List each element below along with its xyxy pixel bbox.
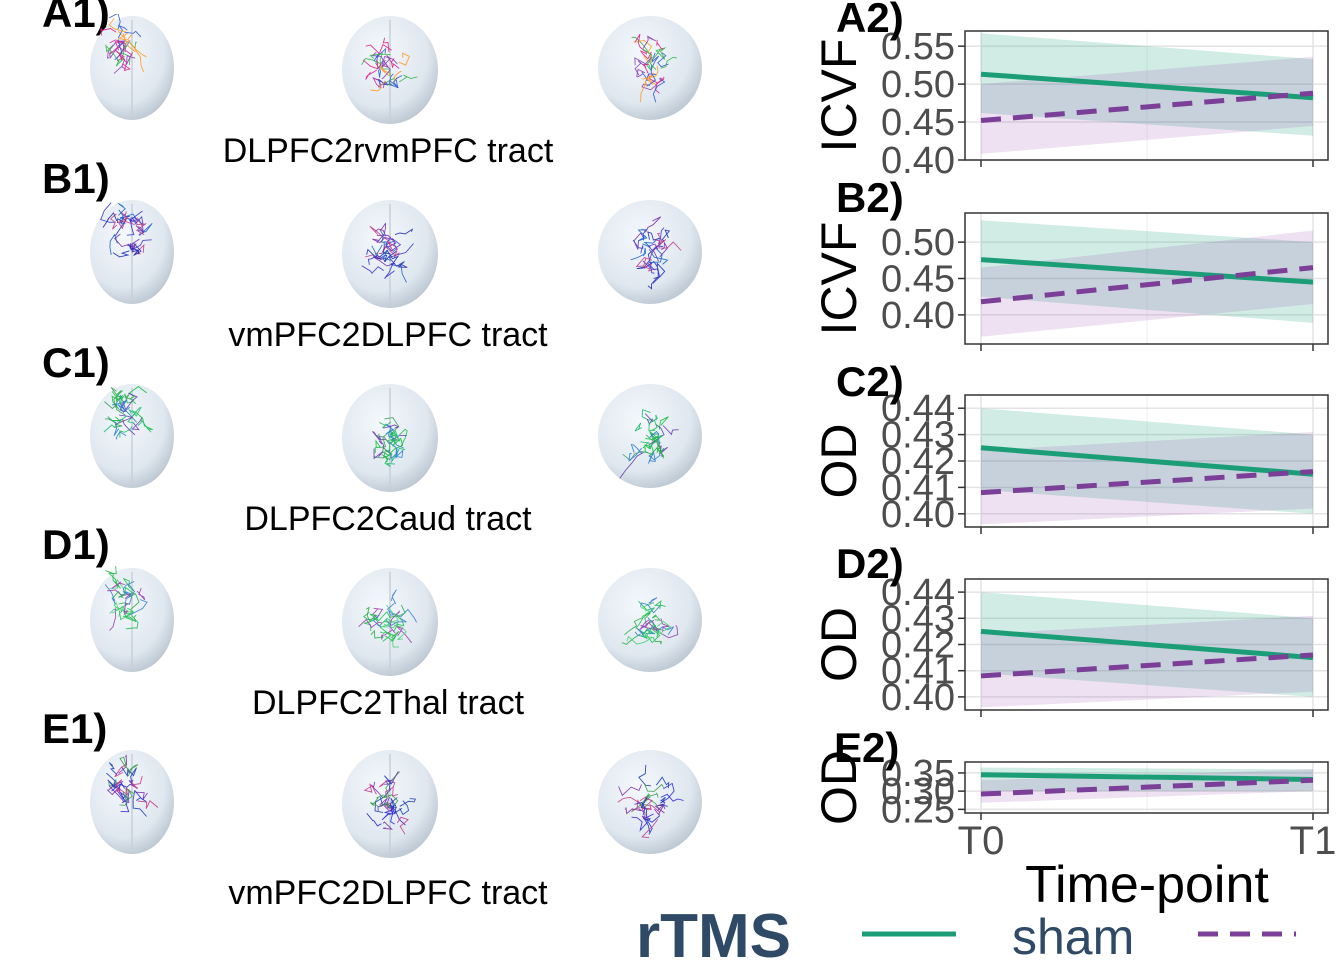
chart-panel-d2: 0.400.410.420.430.44 OD D2) — [811, 540, 1329, 719]
y-axis-label: OD — [811, 424, 867, 499]
legend-key-rtms — [862, 931, 956, 937]
y-tick-label: 0.50 — [881, 64, 955, 106]
y-tick-label: 0.42 — [881, 625, 955, 667]
series-line-rtms — [980, 772, 1314, 782]
legend-label-sham: sham — [1012, 909, 1135, 965]
y-tick-label: 0.40 — [881, 295, 955, 337]
legend-title: rTMS — [636, 902, 791, 971]
x-tick-label: T0 — [958, 819, 1005, 863]
panel-label-a1: A1) — [42, 0, 110, 36]
x-tick-label: T1 — [1290, 819, 1337, 863]
y-tick-label: 0.44 — [881, 388, 955, 430]
y-tick-label: 0.55 — [881, 26, 955, 68]
y-tick-label: 0.43 — [881, 415, 955, 457]
panel-label-e1: E1) — [42, 705, 108, 752]
y-tick-label: 0.41 — [881, 651, 955, 693]
brain-side-view — [598, 200, 702, 304]
plot-border — [964, 761, 1329, 814]
panel-label-d1: D1) — [42, 521, 110, 568]
series-line-rtms — [980, 445, 1314, 477]
y-tick-label: 0.25 — [881, 789, 955, 831]
y-axis-label: ICVF — [811, 39, 867, 153]
brain-front-view — [342, 750, 438, 858]
y-tick-label: 0.40 — [881, 140, 955, 182]
y-tick-label: 0.44 — [881, 572, 955, 614]
series-line-sham — [980, 652, 1314, 679]
tract-label-b: vmPFC2DLPFC tract — [228, 316, 548, 354]
panel-label-b2: B2) — [836, 174, 904, 221]
series-line-sham — [980, 265, 1314, 305]
series-line-rtms — [980, 628, 1314, 661]
series-line-sham — [980, 469, 1314, 496]
y-axis-label: OD — [811, 607, 867, 682]
series-line-sham — [980, 90, 1314, 124]
brain-front-view — [342, 384, 438, 492]
series-line-rtms — [980, 257, 1314, 285]
brain-side-view — [598, 568, 702, 672]
panel-label-d2: D2) — [836, 540, 904, 587]
y-tick-label: 0.40 — [881, 494, 955, 536]
panel-label-c2: C2) — [836, 358, 904, 405]
panel-label-c1: C1) — [42, 339, 110, 386]
panel-label-b1: B1) — [42, 155, 110, 202]
brain-top-view — [90, 384, 174, 488]
tract-label-a: DLPFC2rvmPFC tract — [222, 132, 554, 170]
plot-border — [964, 30, 1329, 161]
x-axis-label: Time-point — [1025, 856, 1269, 914]
panel-label-a2: A2) — [836, 0, 904, 41]
chart-panel-c2: 0.400.410.420.430.44 OD C2) — [811, 358, 1329, 536]
tract-label-d: DLPFC2Thal tract — [251, 684, 525, 722]
y-tick-label: 0.30 — [881, 771, 955, 813]
brain-front-view — [342, 16, 438, 124]
brain-side-view — [598, 384, 702, 488]
brain-top-view — [90, 14, 174, 120]
brain-front-view — [342, 200, 438, 308]
brain-side-view — [598, 750, 702, 854]
series-line-sham — [980, 777, 1314, 797]
y-tick-label: 0.40 — [881, 677, 955, 719]
tract-label-e: vmPFC2DLPFC tract — [228, 874, 548, 912]
tract-label-c: DLPFC2Caud tract — [244, 500, 532, 538]
y-tick-label: 0.50 — [881, 222, 955, 264]
y-tick-label: 0.42 — [881, 441, 955, 483]
y-tick-label: 0.35 — [881, 753, 955, 795]
panel-label-e2: E2) — [834, 724, 899, 771]
y-tick-label: 0.41 — [881, 467, 955, 509]
brain-front-view — [342, 568, 438, 676]
series-line-rtms — [980, 71, 1314, 101]
y-axis-label: OD — [811, 750, 867, 825]
brain-top-view — [90, 750, 174, 854]
y-tick-label: 0.43 — [881, 598, 955, 640]
y-tick-label: 0.45 — [881, 102, 955, 144]
brain-top-view — [90, 200, 174, 304]
y-tick-label: 0.45 — [881, 259, 955, 301]
brain-side-view — [598, 16, 702, 120]
brain-top-view — [90, 566, 174, 672]
y-axis-label: ICVF — [811, 222, 867, 336]
legend-key-sham — [1198, 931, 1296, 937]
